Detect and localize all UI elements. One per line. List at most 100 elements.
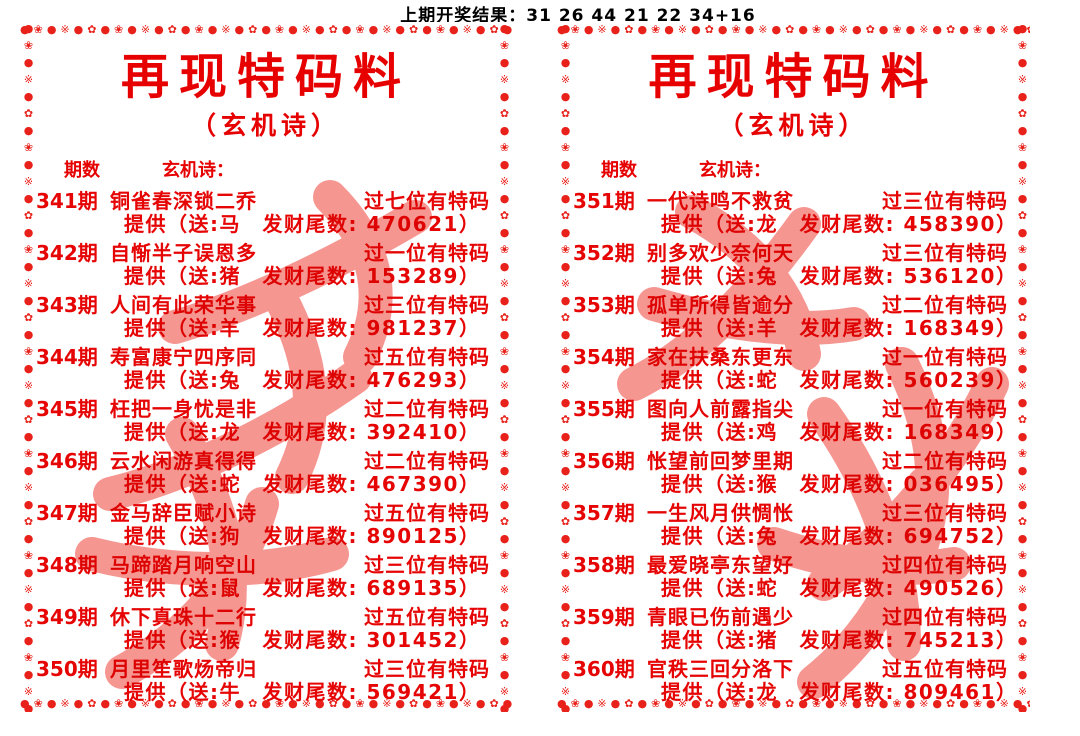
entry-row: 359期 青眼已伤前遇少 过四位有特码 提供（送:猪 发财尾数: 745213） [573,605,1018,656]
ornament-border-bottom: ●❀●※●✿●❀●※●✿●❀●※●✿●❀●※●✿●❀●※●✿●❀●※●✿●❀●※… [557,697,1030,710]
position-hint: 过七位有特码 [364,189,490,214]
entry-row: 356期 怅望前回梦里期 过二位有特码 提供（送:猴 发财尾数: 036495） [573,449,1018,500]
position-hint: 过五位有特码 [364,345,490,370]
entry-row: 357期 一生风月供惆怅 过三位有特码 提供（送:兔 发财尾数: 694752） [573,501,1018,552]
issue-number: 349期 [36,605,98,630]
provide-line: 提供（送:猪 发财尾数: 745213） [661,628,1018,653]
entry-row: 342期 自惭半子误恩多 过一位有特码 提供（送:猪 发财尾数: 153289） [36,242,496,292]
provide-line: 提供（送:猪 发财尾数: 153289） [124,264,481,289]
mystery-poem: 休下真珠十二行 [110,605,257,630]
mystery-poem: 月里笙歌炀帝归 [110,657,257,682]
issue-number: 350期 [36,657,98,682]
page-subtitle: （玄机诗） [190,111,341,141]
issue-number: 358期 [573,553,635,578]
position-hint: 过一位有特码 [882,397,1008,422]
provide-line: 提供（送:猴 发财尾数: 036495） [661,472,1018,497]
position-hint: 过二位有特码 [882,293,1008,318]
entry-row: 346期 云水闲游真得得 过二位有特码 提供（送:蛇 发财尾数: 467390） [36,450,496,500]
entry-row: 344期 寿富康宁四序同 过五位有特码 提供（送:兔 发财尾数: 476293） [36,346,496,396]
issue-number: 357期 [573,501,635,526]
mystery-poem: 别多欢少奈何天 [647,241,794,266]
position-hint: 过四位有特码 [882,605,1008,630]
position-hint: 过三位有特码 [364,553,490,578]
entry-row: 354期 家在扶桑东更东 过一位有特码 提供（送:蛇 发财尾数: 560239） [573,345,1016,396]
position-hint: 过二位有特码 [364,449,490,474]
entry-row: 341期 铜雀春深锁二乔 过七位有特码 提供（送:马 发财尾数: 470621） [36,190,496,240]
mystery-poem: 孤单所得皆逾分 [647,293,794,318]
mystery-poem: 寿富康宁四序同 [110,345,257,370]
issue-number: 341期 [36,189,98,214]
position-hint: 过一位有特码 [364,241,490,266]
entry-row: 355期 图向人前露指尖 过一位有特码 提供（送:鸡 发财尾数: 168349） [573,397,1018,448]
position-hint: 过二位有特码 [364,397,490,422]
position-hint: 过五位有特码 [882,657,1008,682]
entry-row: 343期 人间有此荣华事 过三位有特码 提供（送:羊 发财尾数: 981237） [36,294,496,344]
entry-row: 348期 马蹄踏月响空山 过三位有特码 提供（送:鼠 发财尾数: 689135） [36,554,496,604]
mystery-poem: 官秩三回分洛下 [647,657,794,682]
issue-number: 342期 [36,241,98,266]
entries-list: 351期 一代诗鸣不救贫 过三位有特码 提供（送:龙 发财尾数: 458390）… [573,189,1018,708]
ornament-border-left: ●❀●※●✿●❀●※●✿●❀●※●✿●❀●※●✿●❀●※●✿●❀●※●✿●❀●※… [20,22,36,712]
page-title: 再现特码料 [648,49,939,105]
ornament-border-left: ●❀●※●✿●❀●※●✿●❀●※●✿●❀●※●✿●❀●※●✿●❀●※●✿●❀●※… [557,22,573,712]
issue-number: 352期 [573,241,635,266]
issue-number: 348期 [36,553,98,578]
provide-line: 提供（送:蛇 发财尾数: 467390） [124,472,481,497]
issue-number: 345期 [36,397,98,422]
provide-line: 提供（送:兔 发财尾数: 536120） [661,264,1018,289]
issue-number: 353期 [573,293,635,318]
page-subtitle: （玄机诗） [718,111,869,141]
mystery-poem: 青眼已伤前遇少 [647,605,794,630]
provide-line: 提供（送:兔 发财尾数: 694752） [661,524,1018,549]
position-hint: 过三位有特码 [364,293,490,318]
position-hint: 过四位有特码 [882,553,1008,578]
issue-number: 343期 [36,293,98,318]
provide-line: 提供（送:马 发财尾数: 470621） [124,212,481,237]
provide-line: 提供（送:鸡 发财尾数: 168349） [661,420,1018,445]
position-hint: 过五位有特码 [364,605,490,630]
provide-line: 提供（送:兔 发财尾数: 476293） [124,368,481,393]
provide-line: 提供（送:龙 发财尾数: 458390） [661,212,1018,237]
position-hint: 过三位有特码 [882,241,1008,266]
panel-right: ●❀●※●✿●❀●※●✿●❀●※●✿●❀●※●✿●❀●※●✿●❀●※●✿●❀●※… [557,22,1030,712]
mystery-poem: 最爱晓亭东望好 [647,553,794,578]
position-hint: 过三位有特码 [364,657,490,682]
provide-line: 提供（送:猴 发财尾数: 301452） [124,628,481,653]
provide-line: 提供（送:鼠 发财尾数: 689135） [124,576,481,601]
provide-line: 提供（送:羊 发财尾数: 168349） [661,316,1018,341]
mystery-poem: 马蹄踏月响空山 [110,553,257,578]
page-title: 再现特码料 [120,49,411,105]
panel-left: ●❀●※●✿●❀●※●✿●❀●※●✿●❀●※●✿●❀●※●✿●❀●※●✿●❀●※… [20,22,512,712]
entry-row: 358期 最爱晓亭东望好 过四位有特码 提供（送:蛇 发财尾数: 490526） [573,553,1016,604]
entry-row: 352期 别多欢少奈何天 过三位有特码 提供（送:兔 发财尾数: 536120） [573,241,1018,292]
position-hint: 过三位有特码 [882,501,1008,526]
mystery-poem: 一生风月供惆怅 [647,501,794,526]
column-header-issue: 期数 [64,160,100,182]
entry-row: 350期 月里笙歌炀帝归 过三位有特码 提供（送:牛 发财尾数: 569421） [36,658,496,708]
entry-row: 347期 金马辞臣赋小诗 过五位有特码 提供（送:狗 发财尾数: 890125） [36,502,496,552]
mystery-poem: 枉把一身忧是非 [110,397,257,422]
issue-number: 356期 [573,449,635,474]
ornament-border-top: ●❀●※●✿●❀●※●✿●❀●※●✿●❀●※●✿●❀●※●✿●❀●※●✿●❀●※… [20,23,512,36]
ornament-border-top: ●❀●※●✿●❀●※●✿●❀●※●✿●❀●※●✿●❀●※●✿●❀●※●✿●❀●※… [557,23,1030,36]
ornament-border-right: ●❀●※●✿●❀●※●✿●❀●※●✿●❀●※●✿●❀●※●✿●❀●※●✿●❀●※… [496,22,512,712]
position-hint: 过三位有特码 [882,189,1008,214]
provide-line: 提供（送:羊 发财尾数: 981237） [124,316,481,341]
mystery-poem: 自惭半子误恩多 [110,241,257,266]
provide-line: 提供（送:龙 发财尾数: 809461） [661,680,1018,705]
issue-number: 351期 [573,189,635,214]
mystery-poem: 铜雀春深锁二乔 [110,189,257,214]
position-hint: 过二位有特码 [882,449,1008,474]
entry-row: 345期 枉把一身忧是非 过二位有特码 提供（送:龙 发财尾数: 392410） [36,398,496,448]
ornament-border-bottom: ●❀●※●✿●❀●※●✿●❀●※●✿●❀●※●✿●❀●※●✿●❀●※●✿●❀●※… [20,697,512,710]
issue-number: 360期 [573,657,635,682]
issue-number: 354期 [573,345,635,370]
issue-number: 359期 [573,605,635,630]
provide-line: 提供（送:狗 发财尾数: 890125） [124,524,481,549]
ornament-border-right: ●❀●※●✿●❀●※●✿●❀●※●✿●❀●※●✿●❀●※●✿●❀●※●✿●❀●※… [1014,22,1030,712]
mystery-poem: 家在扶桑东更东 [647,345,794,370]
mystery-poem: 图向人前露指尖 [647,397,794,422]
issue-number: 346期 [36,449,98,474]
mystery-poem: 金马辞臣赋小诗 [110,501,257,526]
issue-number: 355期 [573,397,635,422]
